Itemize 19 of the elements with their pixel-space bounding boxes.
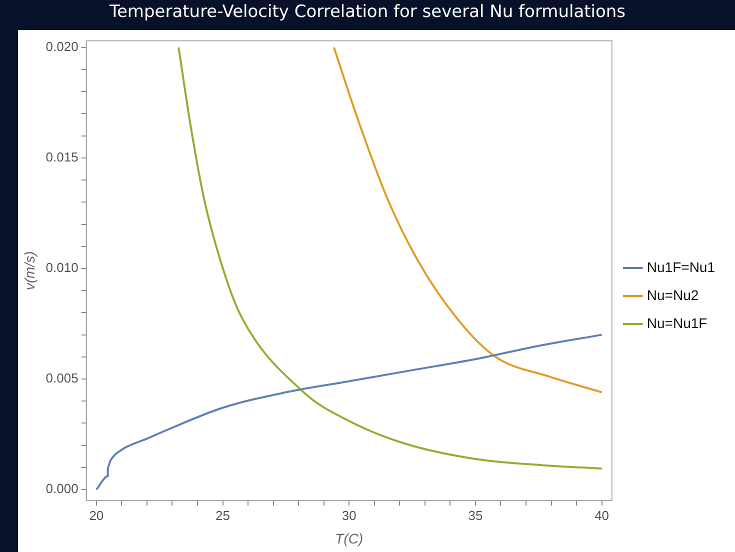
chart-title: Temperature-Velocity Correlation for several Nu formulations xyxy=(108,2,627,22)
x-tick-label: 30 xyxy=(342,508,356,523)
line-series xyxy=(95,334,603,491)
y-tick-label: 0.005 xyxy=(46,370,78,386)
x-axis-title: T(C) xyxy=(335,530,364,546)
x-tick-label: 20 xyxy=(89,508,104,523)
y-tick-label: 0.020 xyxy=(46,39,78,54)
x-tick-label: 25 xyxy=(216,508,230,523)
x-tick-label: 40 xyxy=(594,508,610,523)
y-tick-label: 0.000 xyxy=(46,481,78,496)
legend-label: Nu=Nu2 xyxy=(646,286,699,303)
line-series xyxy=(178,46,603,470)
legend-label: Nu=Nu1F xyxy=(646,314,708,331)
legend-label: Nu1F=Nu1 xyxy=(646,258,716,275)
line-series xyxy=(332,46,603,394)
y-tick-label: 0.010 xyxy=(46,260,78,276)
y-axis-title: v(m/s) xyxy=(21,251,38,290)
y-tick-label: 0.015 xyxy=(46,150,78,165)
x-tick-label: 35 xyxy=(468,508,483,523)
